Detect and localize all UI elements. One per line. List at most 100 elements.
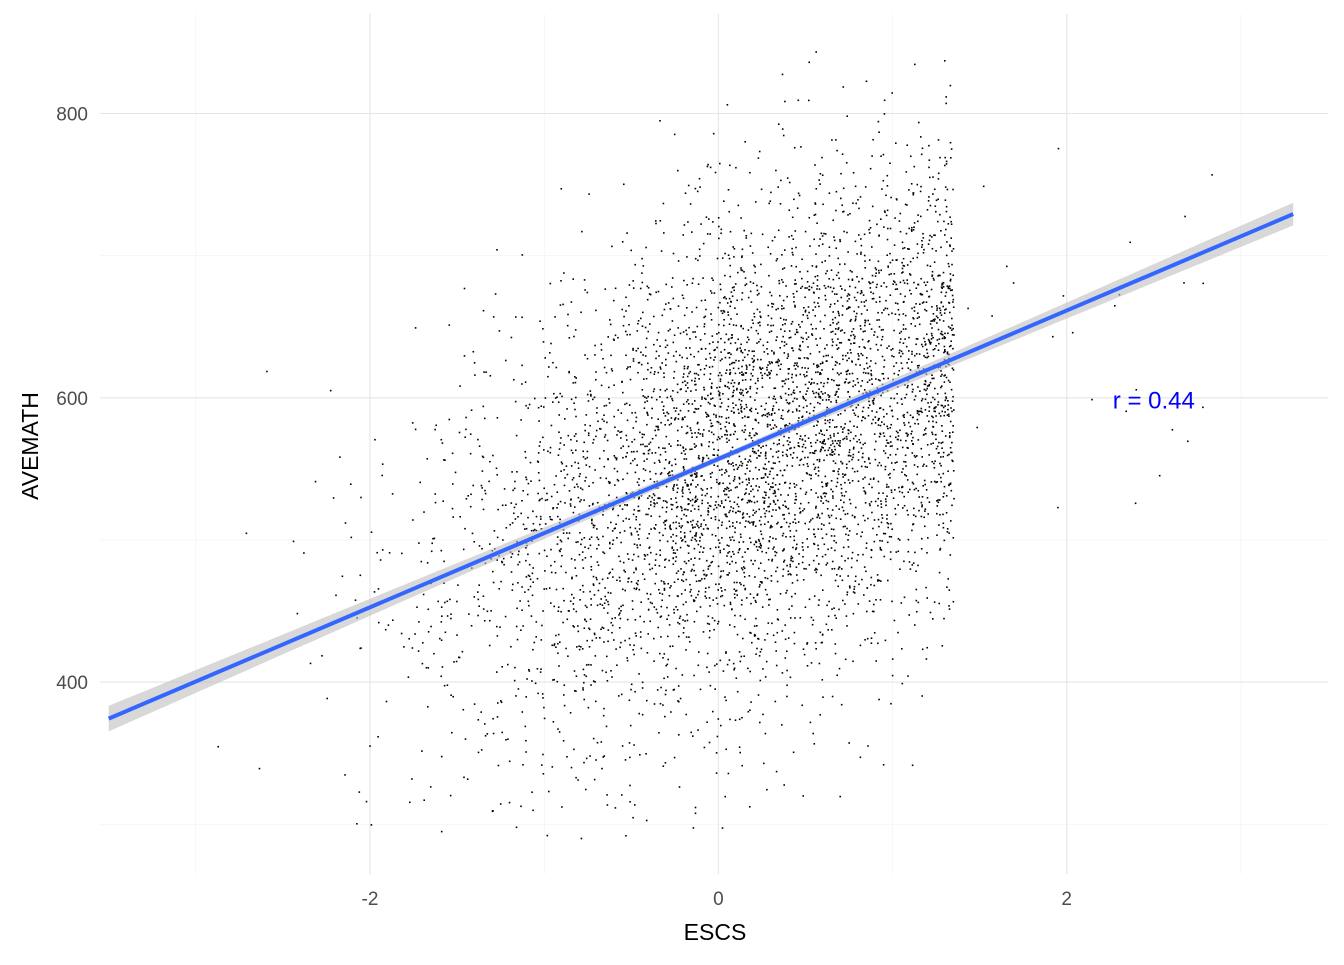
scatter-point bbox=[677, 444, 679, 446]
scatter-point bbox=[574, 559, 576, 561]
scatter-point bbox=[796, 544, 798, 546]
scatter-point bbox=[911, 353, 913, 355]
scatter-point bbox=[709, 343, 711, 345]
scatter-point bbox=[733, 553, 735, 555]
scatter-point bbox=[722, 257, 724, 259]
scatter-point bbox=[945, 393, 947, 395]
scatter-point bbox=[720, 552, 722, 554]
scatter-point bbox=[687, 509, 689, 511]
scatter-point bbox=[861, 579, 863, 581]
scatter-point bbox=[835, 463, 837, 465]
scatter-point bbox=[844, 382, 846, 384]
scatter-point bbox=[858, 480, 860, 482]
scatter-point bbox=[538, 420, 540, 422]
scatter-point bbox=[880, 580, 882, 582]
scatter-point bbox=[925, 343, 927, 345]
scatter-point bbox=[470, 506, 472, 508]
scatter-point bbox=[441, 639, 443, 641]
scatter-point bbox=[639, 510, 641, 512]
scatter-point bbox=[537, 668, 539, 670]
scatter-point bbox=[806, 405, 808, 407]
scatter-point bbox=[752, 252, 754, 254]
scatter-point bbox=[793, 238, 795, 240]
scatter-point bbox=[858, 451, 860, 453]
scatter-point bbox=[707, 514, 709, 516]
scatter-point bbox=[759, 540, 761, 542]
scatter-point bbox=[948, 415, 950, 417]
scatter-point bbox=[895, 289, 897, 291]
scatter-point bbox=[766, 510, 768, 512]
scatter-point bbox=[736, 388, 738, 390]
scatter-point bbox=[683, 280, 685, 282]
scatter-point bbox=[621, 431, 623, 433]
scatter-point bbox=[819, 372, 821, 374]
scatter-point bbox=[497, 702, 499, 704]
scatter-point bbox=[408, 676, 410, 678]
scatter-point bbox=[950, 554, 952, 556]
scatter-point bbox=[950, 447, 952, 449]
scatter-point bbox=[741, 400, 743, 402]
scatter-point bbox=[778, 123, 780, 125]
scatter-point bbox=[858, 208, 860, 210]
scatter-point bbox=[759, 151, 761, 153]
scatter-point bbox=[872, 275, 874, 277]
scatter-point bbox=[639, 754, 641, 756]
scatter-point bbox=[422, 663, 424, 665]
scatter-point bbox=[510, 646, 512, 648]
scatter-point bbox=[802, 795, 804, 797]
scatter-point bbox=[715, 501, 717, 503]
scatter-point bbox=[695, 497, 697, 499]
scatter-point bbox=[948, 263, 950, 265]
scatter-point bbox=[815, 467, 817, 469]
scatter-point bbox=[939, 463, 941, 465]
scatter-point bbox=[608, 387, 610, 389]
scatter-point bbox=[484, 723, 486, 725]
scatter-point bbox=[823, 460, 825, 462]
scatter-point bbox=[928, 196, 930, 198]
scatter-point bbox=[635, 567, 637, 569]
scatter-point bbox=[803, 307, 805, 309]
scatter-point bbox=[837, 372, 839, 374]
scatter-point bbox=[927, 281, 929, 283]
scatter-point bbox=[779, 461, 781, 463]
scatter-point bbox=[783, 533, 785, 535]
scatter-point bbox=[816, 365, 818, 367]
scatter-point bbox=[702, 534, 704, 536]
scatter-point bbox=[589, 425, 591, 427]
scatter-point bbox=[818, 297, 820, 299]
scatter-point bbox=[868, 415, 870, 417]
scatter-point bbox=[848, 534, 850, 536]
scatter-point bbox=[694, 621, 696, 623]
scatter-point bbox=[621, 309, 623, 311]
scatter-point bbox=[858, 459, 860, 461]
scatter-point bbox=[560, 548, 562, 550]
scatter-point bbox=[568, 610, 570, 612]
scatter-point bbox=[796, 410, 798, 412]
scatter-point bbox=[876, 411, 878, 413]
scatter-point bbox=[903, 280, 905, 282]
scatter-point bbox=[767, 416, 769, 418]
scatter-point bbox=[821, 434, 823, 436]
scatter-point bbox=[936, 322, 938, 324]
scatter-point bbox=[642, 354, 644, 356]
scatter-point bbox=[577, 779, 579, 781]
scatter-point bbox=[538, 452, 540, 454]
scatter-point bbox=[747, 337, 749, 339]
scatter-point bbox=[747, 461, 749, 463]
scatter-point bbox=[710, 357, 712, 359]
scatter-point bbox=[642, 714, 644, 716]
scatter-point bbox=[665, 340, 667, 342]
scatter-point bbox=[350, 483, 352, 485]
scatter-point bbox=[832, 440, 834, 442]
scatter-point bbox=[771, 428, 773, 430]
scatter-point bbox=[741, 499, 743, 501]
scatter-point bbox=[682, 525, 684, 527]
scatter-point bbox=[902, 683, 904, 685]
scatter-point bbox=[683, 298, 685, 300]
scatter-point bbox=[878, 418, 880, 420]
scatter-point bbox=[711, 277, 713, 279]
scatter-point bbox=[784, 383, 786, 385]
scatter-point bbox=[723, 506, 725, 508]
scatter-point bbox=[450, 613, 452, 615]
scatter-point bbox=[947, 351, 949, 353]
